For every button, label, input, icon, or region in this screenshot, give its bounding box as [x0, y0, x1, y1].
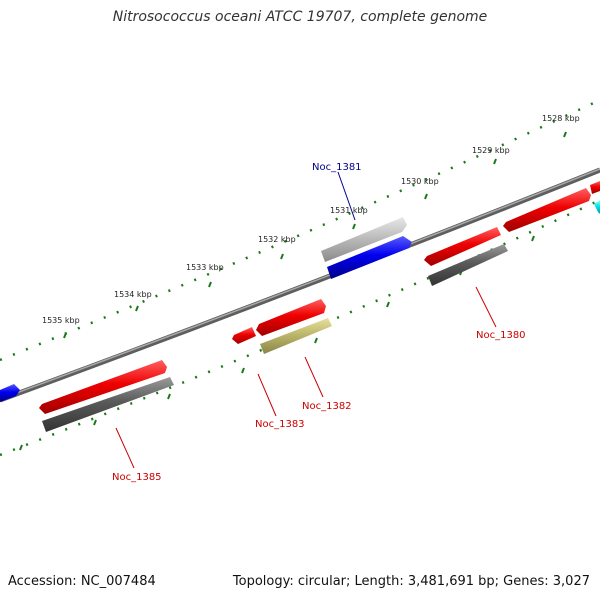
- tick-label: 1528 kbp: [542, 114, 580, 123]
- tick-label: 1530 kbp: [401, 177, 439, 186]
- topology-text: Topology: circular; Length: 3,481,691 bp…: [232, 574, 590, 589]
- gene-feature-noc-1382: [260, 318, 332, 354]
- gene-feature-noc-1385: [42, 377, 174, 432]
- gene-feature-right-edge: [590, 181, 600, 194]
- tick-label: 1532 kbp: [258, 235, 296, 244]
- gene-feature: [327, 236, 412, 279]
- gene-feature: [424, 227, 501, 266]
- leader-noc-1380: [475, 286, 497, 328]
- gene-feature: [503, 188, 591, 232]
- accession-text: Accession: NC_007484: [8, 574, 156, 589]
- gene-feature-noc-1381: [321, 217, 407, 262]
- tick-label: 1534 kbp: [114, 290, 152, 299]
- leader-noc-1381: [337, 171, 356, 221]
- leader-noc-1382: [304, 356, 324, 398]
- gene-feature: [39, 360, 167, 414]
- tick-label: 1529 kbp: [472, 146, 510, 155]
- gene-feature: [256, 299, 326, 336]
- map-title: Nitrosococcus oceani ATCC 19707, complet…: [112, 9, 488, 25]
- outer-tick-ring: [0, 98, 600, 362]
- gene-label-noc-1380[interactable]: Noc_1380: [476, 330, 526, 341]
- gene-feature-right-edge-cyan: [594, 200, 600, 214]
- leader-noc-1385: [115, 427, 135, 469]
- tick-label: 1533 kbp: [186, 263, 224, 272]
- leader-noc-1383: [257, 373, 277, 417]
- tick-label: 1535 kbp: [42, 316, 80, 325]
- gene-feature-noc-1380: [428, 244, 508, 286]
- inner-tick-ring: [0, 198, 600, 457]
- gene-label-noc-1381[interactable]: Noc_1381: [312, 162, 362, 173]
- gene-label-noc-1382[interactable]: Noc_1382: [302, 401, 352, 412]
- tick-label: 1531 kbp: [330, 206, 368, 215]
- gene-feature-noc-1383: [232, 327, 256, 344]
- gene-label-noc-1383[interactable]: Noc_1383: [255, 419, 305, 430]
- genome-backbone: [0, 167, 600, 403]
- gene-feature-left-edge: [0, 384, 20, 402]
- gene-label-noc-1385[interactable]: Noc_1385: [112, 472, 162, 483]
- outer-major-ticks: [63, 131, 567, 339]
